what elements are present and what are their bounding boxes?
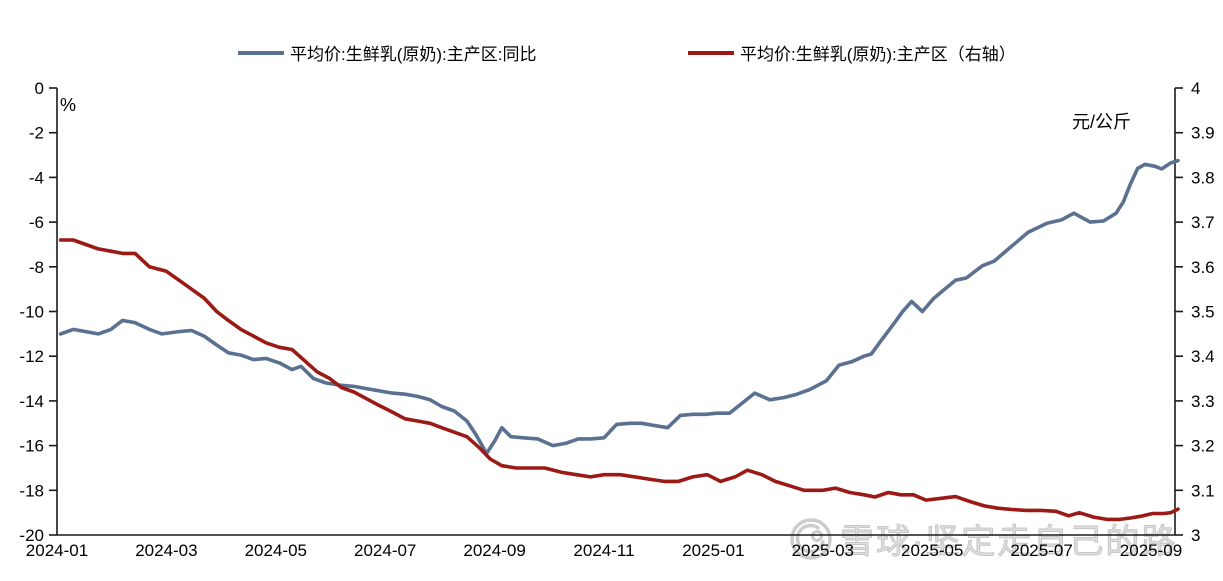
right-axis-tick-label: 3.9 [1191, 124, 1215, 143]
legend-item-yoy: 平均价:生鲜乳(原奶):主产区:同比 [238, 40, 537, 65]
chart-legend: 平均价:生鲜乳(原奶):主产区:同比 平均价:生鲜乳(原奶):主产区（右轴） [0, 40, 1223, 64]
legend-label: 平均价:生鲜乳(原奶):主产区:同比 [290, 45, 537, 64]
left-axis-tick-label: 0 [35, 79, 44, 98]
legend-label: 平均价:生鲜乳(原奶):主产区（右轴） [740, 45, 1016, 64]
right-axis-tick-label: 3.6 [1191, 258, 1215, 277]
series-line-0 [58, 158, 1180, 456]
right-axis-tick-label: 3.2 [1191, 437, 1215, 456]
left-axis-tick-label: -4 [29, 168, 44, 187]
left-axis-tick-label: -12 [19, 347, 44, 366]
watermark: 雪球·坚定走自己的路 [788, 514, 1177, 563]
left-axis-tick-label: -18 [19, 481, 44, 500]
series-line-1 [58, 238, 1180, 522]
x-axis-tick-label: 2024-09 [463, 541, 525, 560]
x-axis-tick-label: 2025-01 [682, 541, 744, 560]
x-axis-tick-label: 2024-03 [135, 541, 197, 560]
right-axis-tick-label: 4 [1191, 79, 1200, 98]
right-axis-tick-label: 3.8 [1191, 168, 1215, 187]
left-axis-tick-label: -8 [29, 258, 44, 277]
x-axis-tick-label: 2024-01 [26, 541, 88, 560]
x-axis-tick-label: 2025-09 [1120, 541, 1182, 560]
legend-line-swatch-red [688, 50, 734, 55]
x-axis-tick-label: 2024-05 [245, 541, 307, 560]
left-axis-unit-label: % [60, 95, 77, 115]
legend-item-price: 平均价:生鲜乳(原奶):主产区（右轴） [688, 40, 1016, 65]
right-axis-tick-label: 3 [1191, 526, 1200, 545]
left-axis-tick-label: -6 [29, 213, 44, 232]
left-axis-tick-label: -10 [19, 303, 44, 322]
right-axis-tick-label: 3.5 [1191, 303, 1215, 322]
right-axis-tick-label: 3.1 [1191, 481, 1215, 500]
right-axis-tick-label: 3.7 [1191, 213, 1215, 232]
right-axis-unit-label: 元/公斤 [1072, 112, 1132, 132]
left-axis-tick-label: -16 [19, 437, 44, 456]
watermark-text: 雪球·坚定走自己的路 [839, 523, 1178, 562]
left-axis-tick-label: -14 [19, 392, 44, 411]
x-axis-tick-label: 2024-11 [573, 541, 634, 560]
x-axis-tick-label: 2025-03 [792, 541, 854, 560]
right-axis-tick-label: 3.4 [1191, 347, 1215, 366]
x-axis-tick-label: 2025-05 [901, 541, 963, 560]
legend-line-swatch-blue [238, 50, 284, 55]
left-axis-tick-label: -2 [29, 124, 44, 143]
x-axis-tick-label: 2025-07 [1010, 541, 1072, 560]
left-axis-tick-label: -20 [19, 526, 44, 545]
right-axis-tick-label: 3.3 [1191, 392, 1215, 411]
x-axis-tick-label: 2024-07 [354, 541, 416, 560]
